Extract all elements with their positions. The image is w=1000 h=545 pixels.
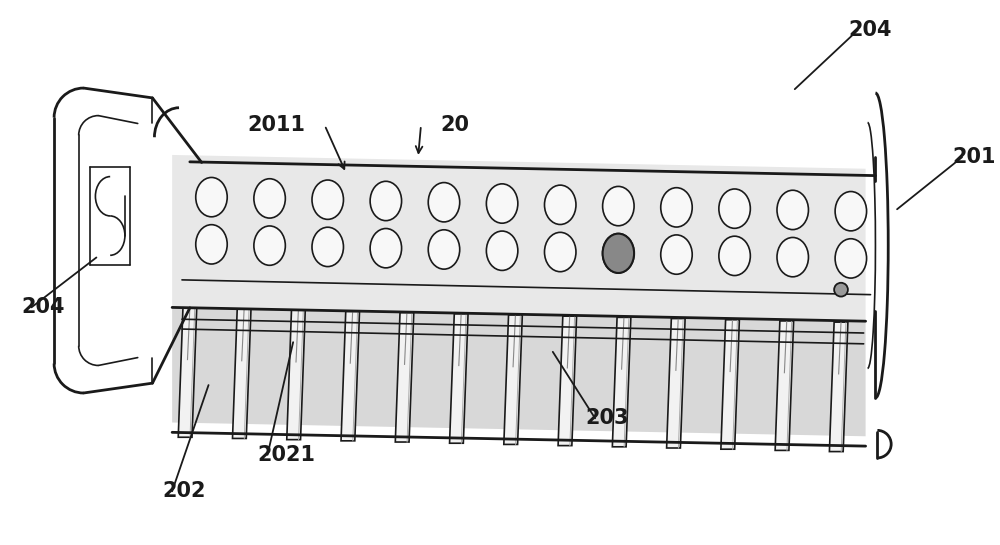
Ellipse shape <box>544 232 576 272</box>
Polygon shape <box>232 309 251 438</box>
Text: 2011: 2011 <box>247 115 305 135</box>
Text: 203: 203 <box>585 408 629 428</box>
Ellipse shape <box>254 226 285 265</box>
Polygon shape <box>172 307 866 437</box>
Text: 204: 204 <box>848 20 891 40</box>
Ellipse shape <box>312 227 343 267</box>
Ellipse shape <box>719 236 750 276</box>
Ellipse shape <box>196 225 227 264</box>
Polygon shape <box>395 313 414 442</box>
Polygon shape <box>504 315 522 444</box>
Ellipse shape <box>777 238 808 277</box>
Ellipse shape <box>719 189 750 228</box>
Polygon shape <box>287 310 305 440</box>
Ellipse shape <box>196 178 227 217</box>
Polygon shape <box>829 322 848 452</box>
Ellipse shape <box>544 185 576 225</box>
Polygon shape <box>721 320 739 449</box>
Polygon shape <box>450 314 468 443</box>
Ellipse shape <box>428 230 460 269</box>
Text: 2021: 2021 <box>258 445 316 465</box>
Polygon shape <box>178 308 197 437</box>
Ellipse shape <box>486 231 518 270</box>
Text: 202: 202 <box>162 481 206 501</box>
Ellipse shape <box>370 228 402 268</box>
Polygon shape <box>558 316 577 446</box>
Polygon shape <box>775 321 794 450</box>
Polygon shape <box>667 319 685 448</box>
Ellipse shape <box>603 234 634 273</box>
Text: 20: 20 <box>441 115 470 135</box>
Ellipse shape <box>428 183 460 222</box>
Ellipse shape <box>834 283 848 296</box>
Text: 201: 201 <box>952 147 996 167</box>
Ellipse shape <box>370 181 402 221</box>
Polygon shape <box>612 317 631 447</box>
Ellipse shape <box>835 239 867 278</box>
Ellipse shape <box>661 235 692 274</box>
Ellipse shape <box>835 191 867 231</box>
Polygon shape <box>172 155 866 321</box>
Ellipse shape <box>254 179 285 218</box>
Ellipse shape <box>486 184 518 223</box>
Ellipse shape <box>661 187 692 227</box>
Ellipse shape <box>777 190 808 229</box>
Text: 204: 204 <box>22 298 65 317</box>
Ellipse shape <box>603 234 634 273</box>
Polygon shape <box>341 311 360 441</box>
Ellipse shape <box>312 180 343 220</box>
Ellipse shape <box>603 186 634 226</box>
